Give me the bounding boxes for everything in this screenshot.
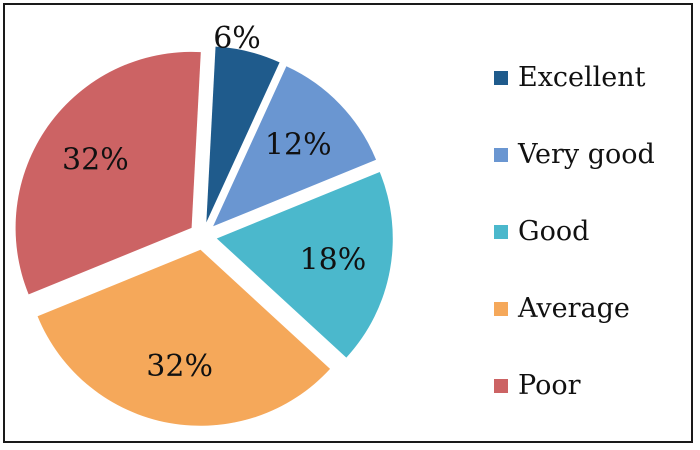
pie-slices: [15, 46, 393, 426]
legend-swatch-very-good: [494, 148, 508, 162]
legend-swatch-excellent: [494, 71, 508, 85]
legend-swatch-good: [494, 225, 508, 239]
pie-slice-good: [216, 171, 393, 358]
legend-label-good: Good: [518, 216, 589, 247]
slice-label-good: 18%: [300, 242, 367, 277]
pie-slice-average: [37, 249, 331, 426]
legend-swatch-poor: [494, 379, 508, 393]
legend-label-average: Average: [517, 293, 630, 324]
slice-label-poor: 32%: [62, 143, 129, 178]
pie-slice-very-good: [213, 66, 377, 227]
legend-label-very-good: Very good: [517, 139, 655, 170]
slice-label-excellent: 6%: [213, 21, 261, 56]
pie-slice-poor: [15, 51, 201, 295]
slice-label-very-good: 12%: [265, 128, 332, 163]
slice-label-average: 32%: [146, 349, 213, 384]
pie-slice-labels: 6% 12% 18% 32% 32%: [62, 21, 366, 384]
legend-label-excellent: Excellent: [518, 62, 646, 93]
legend-swatch-average: [494, 302, 508, 316]
pie-slice-excellent: [206, 46, 280, 223]
legend-label-poor: Poor: [518, 370, 581, 401]
legend: Excellent Very good Good Average Poor: [494, 62, 655, 401]
